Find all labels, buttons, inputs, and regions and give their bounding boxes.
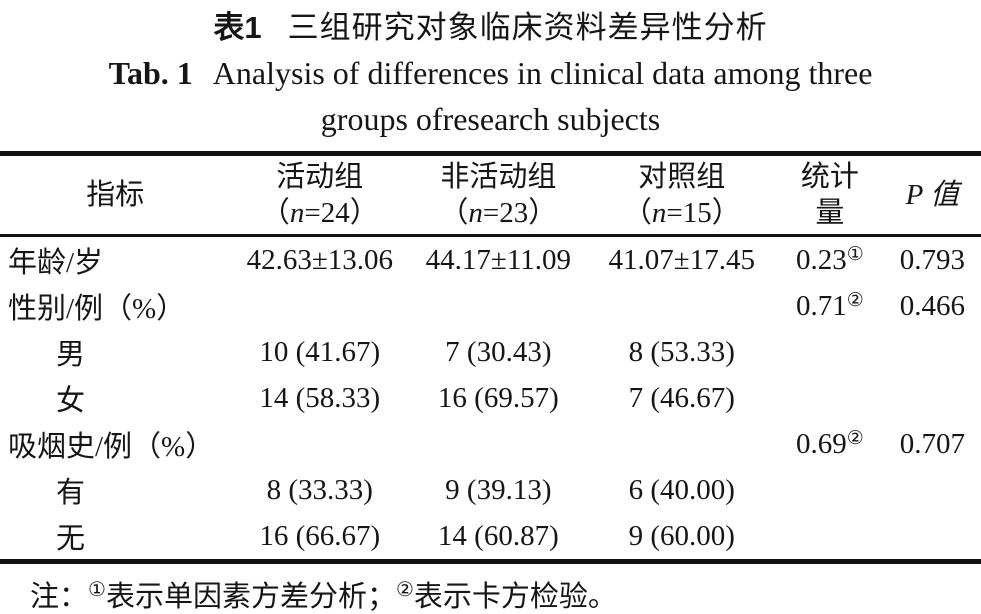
statistic-method-marker: ② <box>846 289 864 311</box>
cell-control-group: 6 (40.00) <box>628 473 735 506</box>
header-active-group-name: 活动组 <box>276 161 364 193</box>
footnote-marker-1: ① <box>88 579 106 602</box>
cell-statistic: 0.71② <box>776 290 884 323</box>
header-active-group-n: （n=24） <box>260 197 379 229</box>
cell-control-group: 8 (53.33) <box>628 335 735 368</box>
cell-p-value: 0.707 <box>899 427 966 460</box>
header-control-group-n: （n=15） <box>622 197 741 229</box>
header-inactive-group-name: 非活动组 <box>440 161 557 193</box>
row-label: 女 <box>56 385 86 417</box>
table-body: 年龄/岁 42.63±13.06 44.17±11.09 41.07±17.45 0.2… <box>0 237 981 559</box>
header-statistic: 统计 量 <box>776 159 884 231</box>
header-inactive-group-n: （n=23） <box>439 197 558 229</box>
cell-statistic: 0.69② <box>776 428 884 461</box>
cell-active-group: 14 (58.33) <box>259 381 381 414</box>
cell-statistic: 0.23① <box>776 244 884 277</box>
cell-inactive-group: 9 (39.13) <box>445 473 552 506</box>
cell-inactive-group: 7 (30.43) <box>445 335 552 368</box>
statistic-value: 0.71 <box>795 289 847 322</box>
table-number-en: Tab. 1 <box>108 55 193 91</box>
footnote-prefix: 注： <box>30 581 89 613</box>
cell-control-group: 7 (46.67) <box>628 381 735 414</box>
cell-control-group: 9 (60.00) <box>628 519 735 552</box>
header-active-group: 活动组 （n=24） <box>231 159 410 231</box>
statistic-method-marker: ② <box>846 427 864 449</box>
table-caption-en: Tab. 1 Analysis of differences in clinica… <box>0 50 981 96</box>
cell-active-group: 8 (33.33) <box>266 473 373 506</box>
data-table: 指标 活动组 （n=24） 非活动组 （n=23） 对照组 （n=15） 统计 … <box>0 151 981 564</box>
statistic-value: 0.69 <box>795 427 847 460</box>
table-caption-zh-text: 三组研究对象临床资料差异性分析 <box>287 10 768 45</box>
table-caption-en-line1: Analysis of differences in clinical data… <box>212 55 873 91</box>
cell-control-group: 41.07±17.45 <box>608 243 755 276</box>
table-row: 女 14 (58.33) 16 (69.57) 7 (46.67) <box>0 375 981 421</box>
table-row: 男 10 (41.67) 7 (30.43) 8 (53.33) <box>0 329 981 375</box>
cell-active-group: 10 (41.67) <box>259 335 381 368</box>
row-label: 吸烟史/例（%） <box>8 431 215 463</box>
cell-p-value: 0.466 <box>899 289 966 322</box>
cell-inactive-group: 14 (60.87) <box>437 519 559 552</box>
table-footnote: 注：①表示单因素方差分析；②表示卡方检验。 <box>0 578 981 614</box>
cell-active-group: 42.63±13.06 <box>246 243 393 276</box>
footnote-text-1: 表示单因素方差分析； <box>105 581 396 613</box>
cell-inactive-group: 44.17±11.09 <box>425 243 571 276</box>
footnote-text-2: 表示卡方检验。 <box>413 581 617 613</box>
header-control-group: 对照组 （n=15） <box>588 159 776 231</box>
statistic-method-marker: ① <box>846 243 864 265</box>
table-caption-zh: 表1 三组研究对象临床资料差异性分析 <box>0 0 981 50</box>
table-caption-en-line2: groups ofresearch subjects <box>320 101 661 137</box>
table-row: 年龄/岁 42.63±13.06 44.17±11.09 41.07±17.45 0.2… <box>0 237 981 283</box>
table-row: 性别/例（%） 0.71② 0.466 <box>0 283 981 329</box>
cell-p-value: 0.793 <box>899 243 966 276</box>
header-inactive-group: 非活动组 （n=23） <box>409 159 588 231</box>
cell-inactive-group: 16 (69.57) <box>437 381 559 414</box>
header-indicator: 指标 <box>86 179 145 211</box>
header-statistic-line2: 量 <box>815 197 845 229</box>
row-label: 年龄/岁 <box>8 247 104 279</box>
table-number-zh: 表1 <box>213 10 262 45</box>
row-label: 有 <box>56 477 86 509</box>
table-row: 有 8 (33.33) 9 (39.13) 6 (40.00) <box>0 467 981 513</box>
row-label: 性别/例（%） <box>8 293 186 325</box>
footnote-marker-2: ② <box>395 579 414 602</box>
row-label: 无 <box>56 523 86 555</box>
table-header-row: 指标 活动组 （n=24） 非活动组 （n=23） 对照组 （n=15） 统计 … <box>0 156 981 237</box>
row-label: 男 <box>56 339 86 371</box>
header-p-value: P 值 <box>905 179 960 211</box>
statistic-value: 0.23 <box>795 243 847 276</box>
table-row: 吸烟史/例（%） 0.69② 0.707 <box>0 421 981 467</box>
cell-active-group: 16 (66.67) <box>259 519 381 552</box>
header-statistic-line1: 统计 <box>800 161 859 193</box>
table-row: 无 16 (66.67) 14 (60.87) 9 (60.00) <box>0 513 981 559</box>
header-control-group-name: 对照组 <box>638 161 726 193</box>
